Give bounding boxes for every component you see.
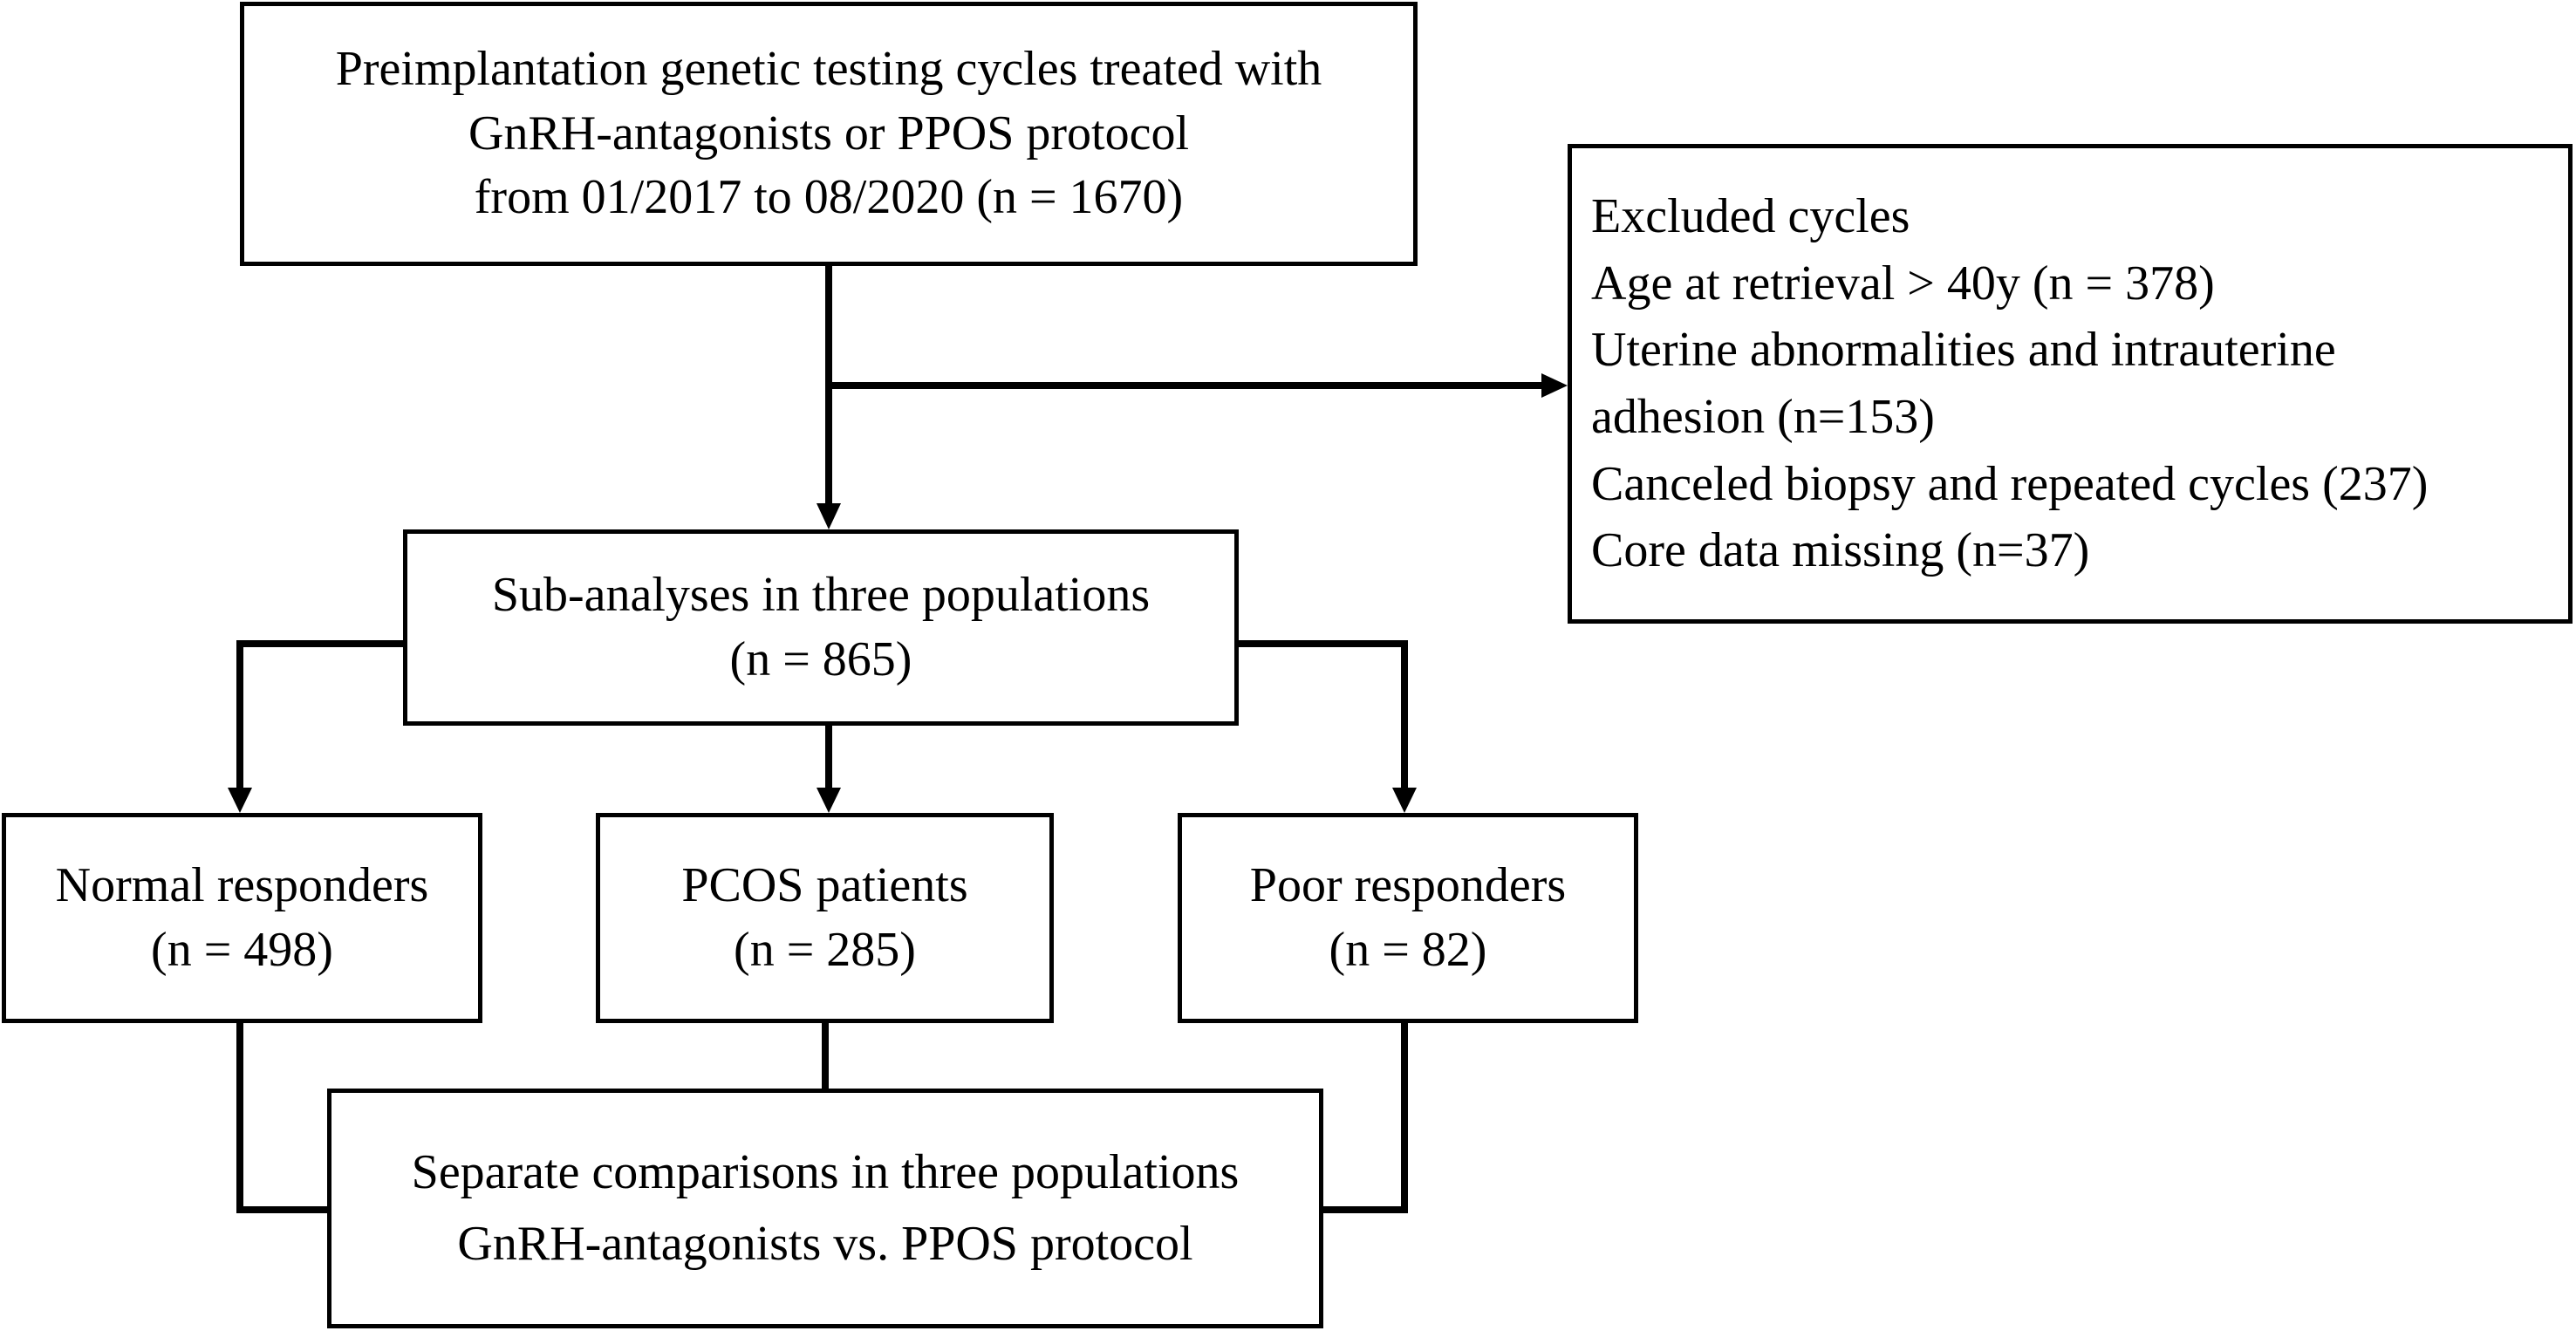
connector-poor-to-compare — [1323, 1023, 1408, 1213]
inclusion-line: from 01/2017 to 08/2020 (n = 1670) — [474, 170, 1184, 225]
poor-responders-box: Poor responders (n = 82) — [1178, 813, 1638, 1023]
arrowhead-to-sub — [817, 503, 841, 529]
excluded-line: Core data missing (n=37) — [1591, 523, 2090, 578]
group-count: (n = 285) — [734, 922, 916, 977]
sub-analyses-title: Sub-analyses in three populations — [491, 567, 1151, 622]
inclusion-box: Preimplantation genetic testing cycles t… — [240, 2, 1418, 266]
group-label: Normal responders — [55, 857, 429, 912]
group-label: Poor responders — [1249, 857, 1567, 912]
excluded-line: Uterine abnormalities and intrauterine — [1591, 323, 2336, 378]
inclusion-line: Preimplantation genetic testing cycles t… — [335, 41, 1322, 96]
excluded-line: Excluded cycles — [1591, 188, 1910, 243]
pcos-patients-box: PCOS patients (n = 285) — [596, 813, 1054, 1023]
excluded-line: Canceled biopsy and repeated cycles (237… — [1591, 456, 2429, 511]
excluded-line: adhesion (n=153) — [1591, 390, 1935, 444]
inclusion-line: GnRH-antagonists or PPOS protocol — [468, 106, 1189, 160]
arrowhead-to-pcos — [817, 788, 841, 813]
excluded-box: Excluded cycles Age at retrieval > 40y (… — [1568, 144, 2573, 624]
connector-normal-to-compare — [236, 1023, 327, 1213]
arrowhead-to-normal — [228, 788, 252, 813]
arrowhead-to-excluded — [1541, 373, 1568, 398]
excluded-line: Age at retrieval > 40y (n = 378) — [1591, 256, 2215, 311]
group-count: (n = 82) — [1329, 922, 1487, 977]
group-count: (n = 498) — [151, 922, 333, 977]
comparison-line: GnRH-antagonists vs. PPOS protocol — [457, 1216, 1193, 1271]
comparison-line: Separate comparisons in three population… — [411, 1145, 1240, 1200]
group-label: PCOS patients — [681, 857, 968, 912]
sub-analyses-box: Sub-analyses in three populations (n = 8… — [403, 529, 1239, 726]
connector-sub-to-poor — [1239, 640, 1408, 792]
comparison-box: Separate comparisons in three population… — [327, 1089, 1323, 1328]
normal-responders-box: Normal responders (n = 498) — [2, 813, 482, 1023]
connector-sub-to-normal — [236, 640, 403, 792]
arrowhead-to-poor — [1392, 788, 1417, 813]
sub-analyses-count: (n = 865) — [729, 631, 912, 686]
